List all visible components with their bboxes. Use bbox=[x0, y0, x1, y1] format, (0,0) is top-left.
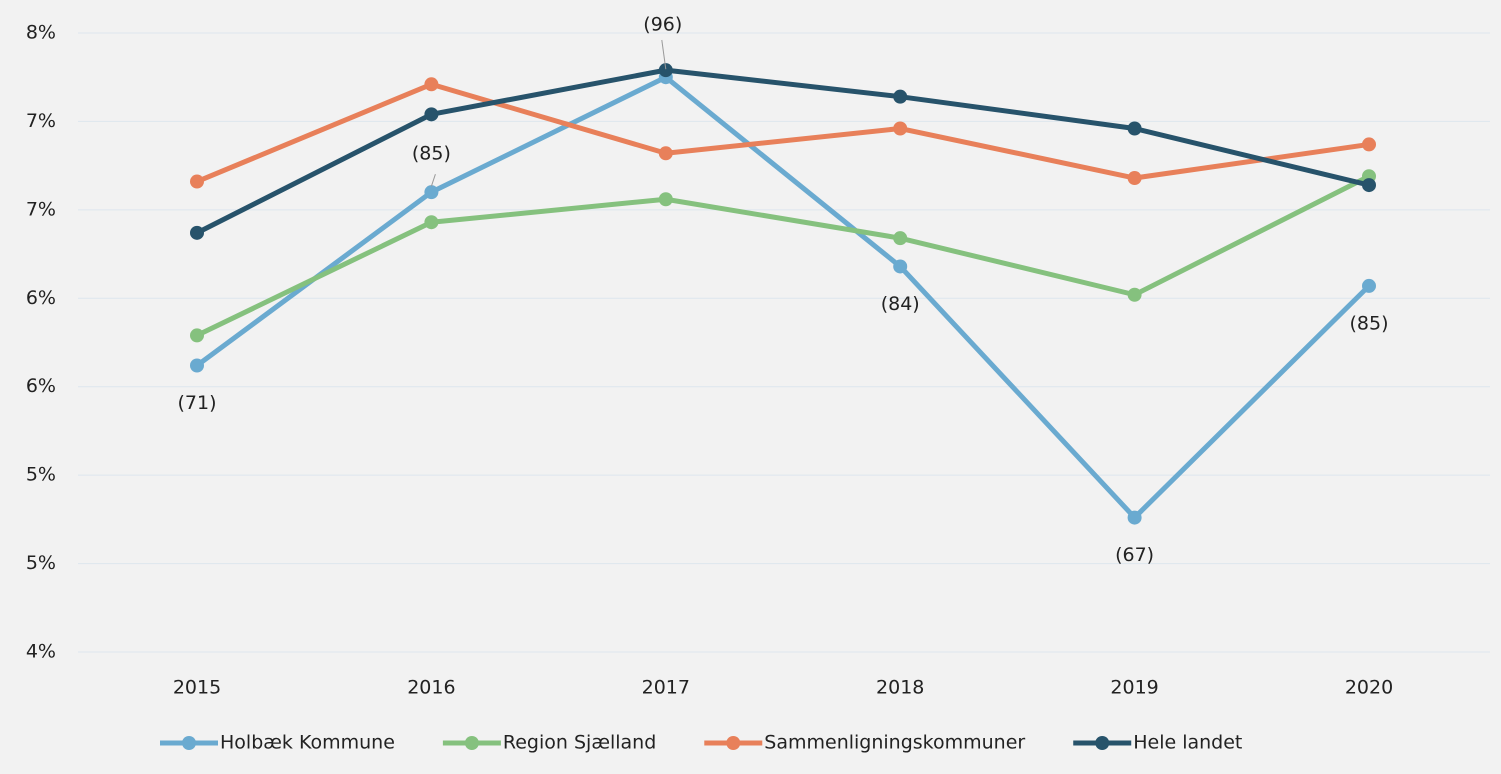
x-tick-label: 2018 bbox=[876, 677, 924, 699]
legend-label: Region Sjælland bbox=[503, 732, 656, 754]
legend-dot bbox=[726, 736, 741, 750]
point bbox=[893, 259, 908, 274]
legend-dot bbox=[464, 736, 479, 750]
x-tick-label: 2020 bbox=[1345, 677, 1393, 699]
data-annotation: (71) bbox=[177, 392, 216, 414]
point bbox=[190, 225, 204, 240]
data-annotation: (85) bbox=[1349, 312, 1388, 334]
legend-label: Holbæk Kommune bbox=[220, 732, 395, 754]
series-line bbox=[195, 74, 1371, 521]
data-annotation: (96) bbox=[643, 14, 682, 36]
point bbox=[1127, 121, 1142, 136]
point bbox=[1127, 287, 1142, 302]
y-tick-label: 4% bbox=[26, 641, 56, 663]
point bbox=[893, 121, 908, 136]
series-line bbox=[195, 67, 1370, 236]
x-tick-label: 2016 bbox=[407, 677, 455, 699]
point bbox=[424, 107, 439, 122]
x-tick-label: 2015 bbox=[173, 677, 221, 699]
y-tick-label: 7% bbox=[26, 198, 56, 220]
point bbox=[1127, 510, 1142, 525]
y-tick-label: 5% bbox=[26, 464, 56, 486]
y-tick-label: 6% bbox=[26, 287, 56, 309]
point bbox=[1362, 278, 1376, 293]
point bbox=[424, 185, 439, 200]
data-annotation: (67) bbox=[1115, 544, 1154, 566]
point bbox=[1362, 137, 1376, 152]
leader-line bbox=[661, 39, 667, 70]
point bbox=[1362, 178, 1376, 193]
series-line bbox=[196, 81, 1370, 184]
data-annotation: (85) bbox=[412, 143, 451, 165]
point bbox=[424, 77, 439, 92]
y-tick-label: 8% bbox=[26, 22, 56, 44]
point bbox=[190, 328, 204, 343]
y-tick-label: 7% bbox=[26, 110, 56, 132]
point bbox=[190, 358, 204, 373]
x-tick-label: 2019 bbox=[1110, 677, 1158, 699]
y-tick-label: 5% bbox=[26, 552, 56, 574]
point bbox=[1127, 171, 1142, 186]
legend-dot bbox=[182, 736, 196, 750]
legend-label: Sammenligningskommuner bbox=[764, 732, 1025, 754]
x-tick-label: 2017 bbox=[642, 677, 690, 699]
legend-dot bbox=[1095, 736, 1110, 750]
point bbox=[893, 231, 908, 246]
point bbox=[893, 89, 908, 104]
leader-line bbox=[430, 174, 436, 187]
series-line bbox=[195, 174, 1371, 338]
point bbox=[658, 63, 673, 78]
point bbox=[190, 174, 204, 189]
y-tick-label: 6% bbox=[26, 375, 56, 397]
point bbox=[658, 146, 673, 161]
point bbox=[658, 192, 673, 207]
point bbox=[424, 215, 439, 230]
data-annotation: (84) bbox=[881, 293, 920, 315]
legend-label: Hele landet bbox=[1133, 732, 1242, 754]
